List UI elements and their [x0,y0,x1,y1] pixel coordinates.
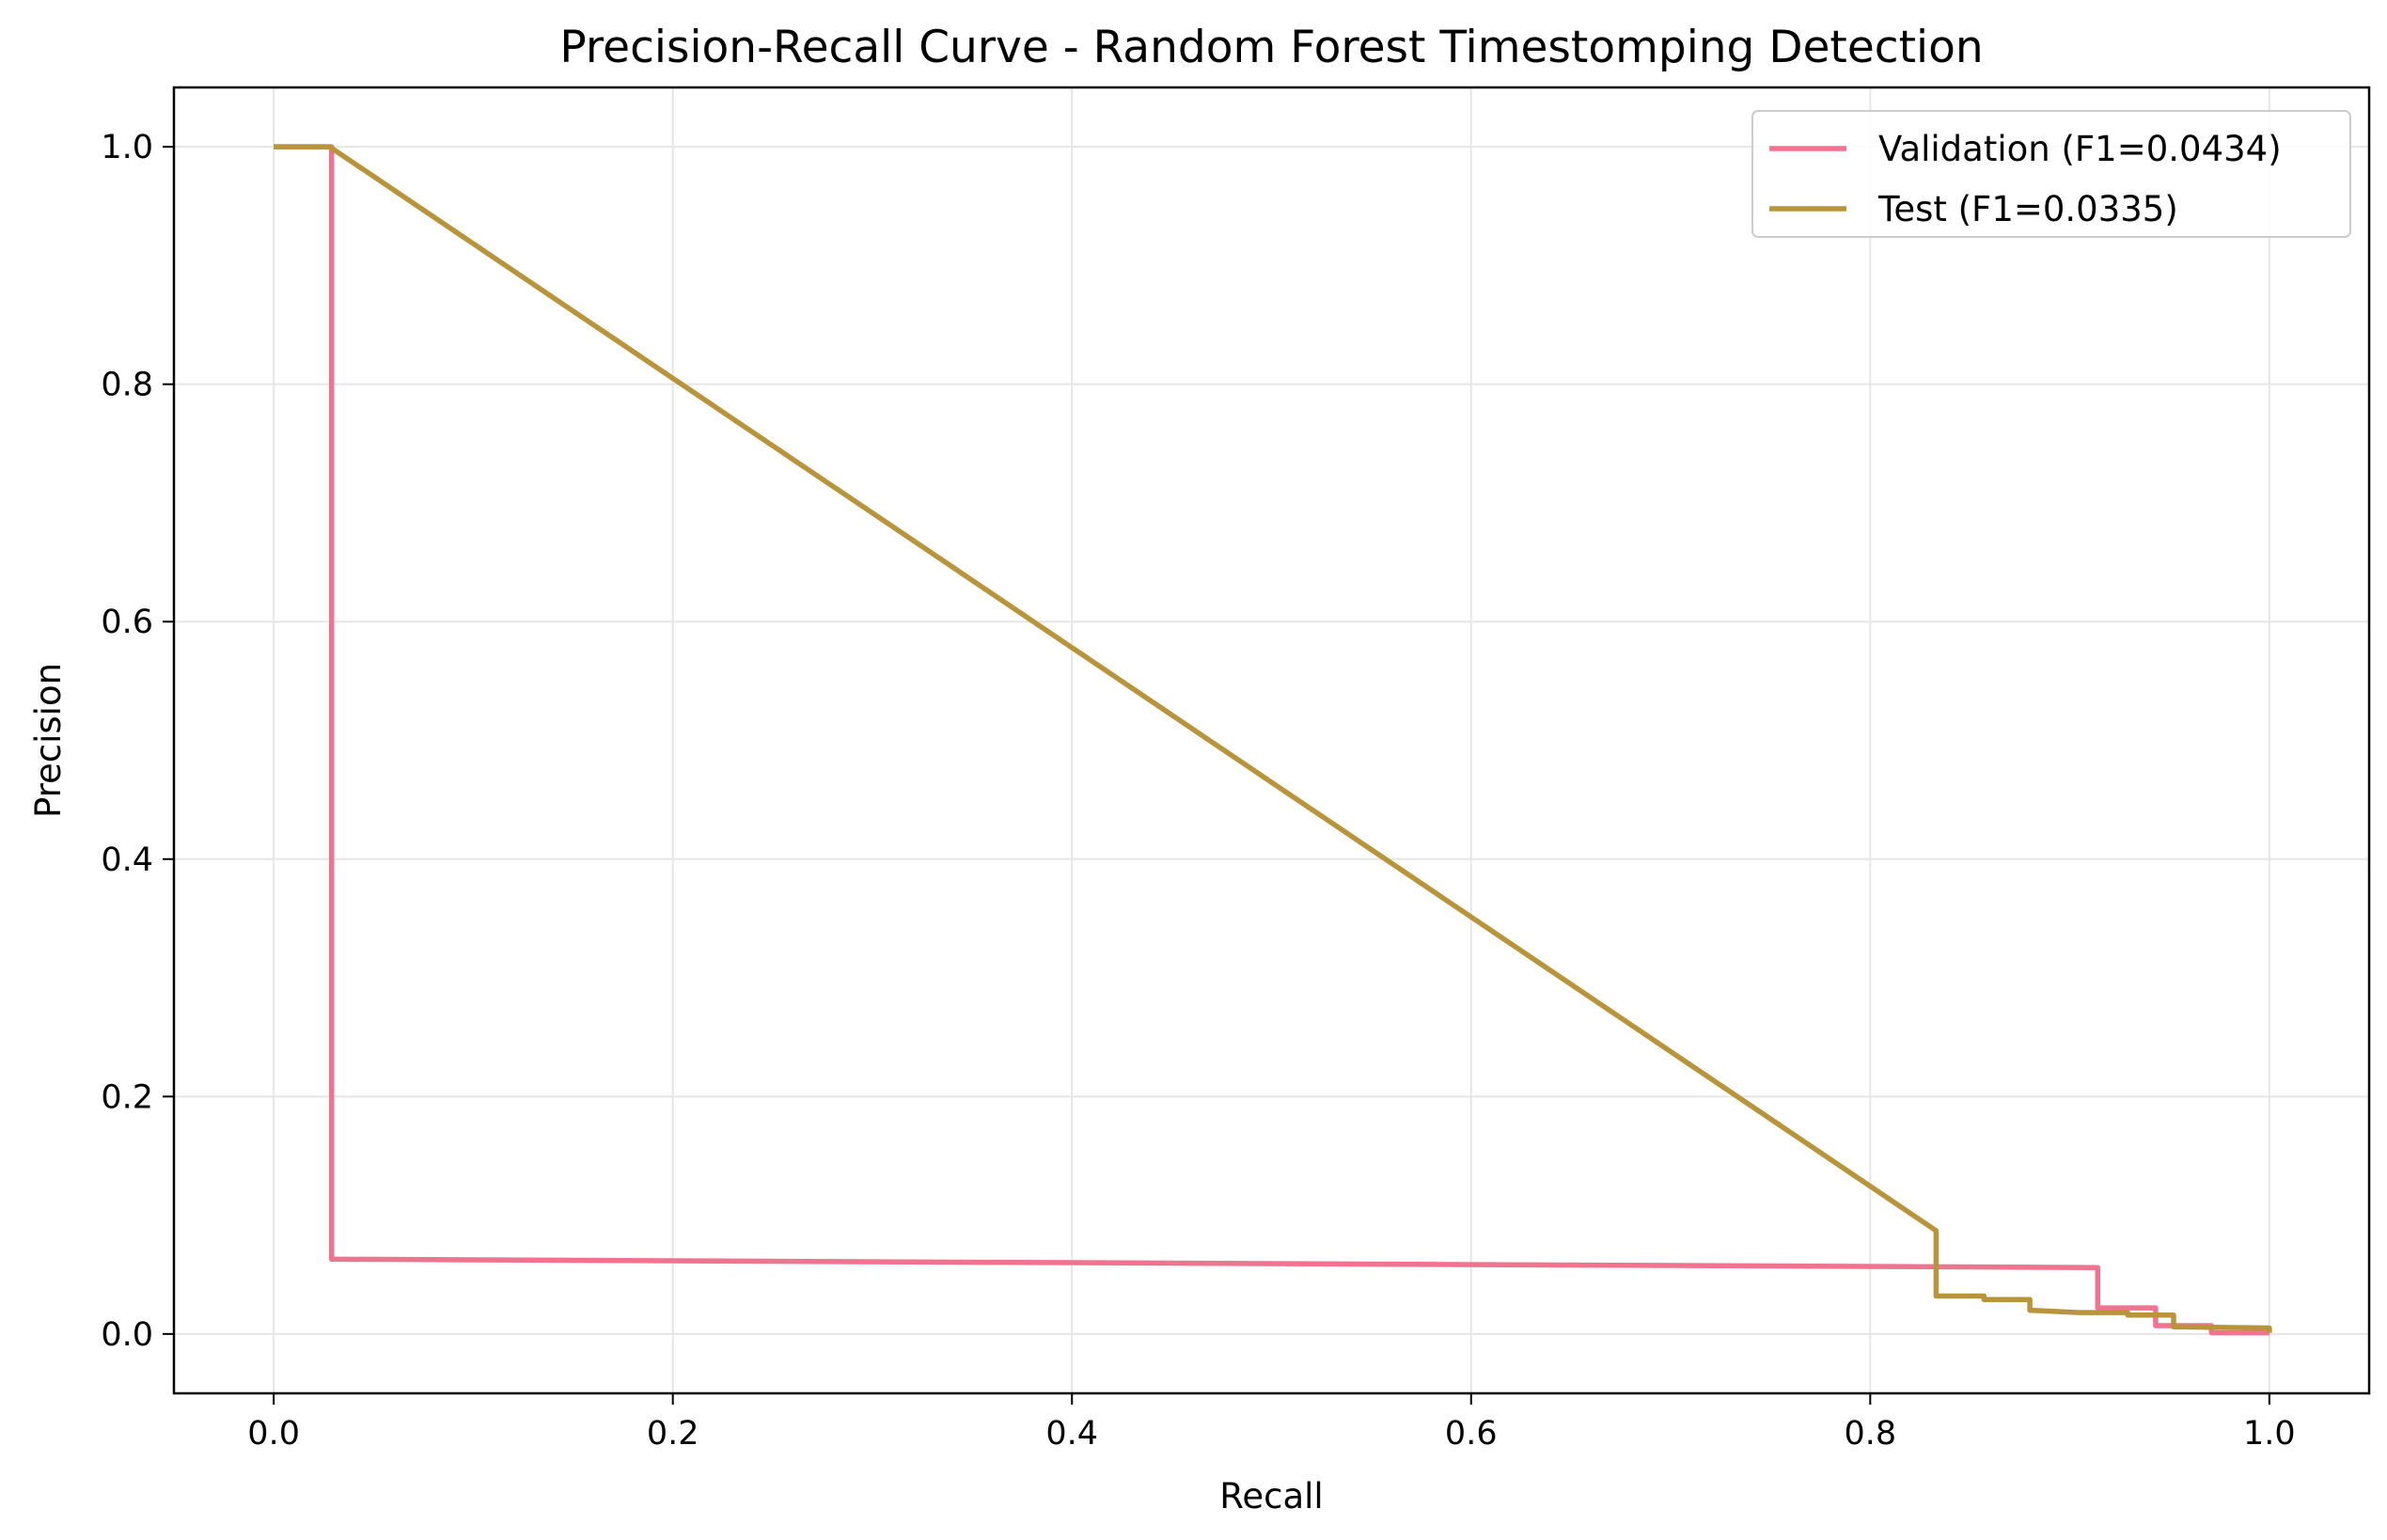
plot-frame [172,86,2371,1395]
x-tick-label: 0.4 [1045,1415,1098,1453]
y-tick-label: 0.6 [101,604,153,641]
y-tick-label: 0.2 [101,1078,153,1116]
y-tick-label: 0.0 [101,1316,153,1354]
legend-entry-label: Test (F1=0.0335) [1877,189,2178,229]
legend: Validation (F1=0.0434) Test (F1=0.0335) [1751,110,2351,238]
series-line-test [274,144,2272,1333]
legend-box [1751,110,2351,238]
x-tick-label: 0.8 [1844,1415,1896,1453]
series-layer [274,144,2272,1336]
grid-layer [174,87,2369,1393]
chart-title: Precision-Recall Curve - Random Forest T… [559,22,1983,73]
x-tick-label: 0.6 [1445,1415,1498,1453]
y-axis-label: Precision [28,663,69,818]
x-tick-label: 1.0 [2243,1415,2296,1453]
x-tick-label: 0.2 [647,1415,699,1453]
x-axis-label: Recall [1219,1476,1323,1516]
legend-entry-label: Validation (F1=0.0434) [1878,129,2282,169]
x-tick-label: 0.0 [247,1415,300,1453]
tick-layer: 0.0 0.2 0.4 0.6 0.8 1.0 0.0 0.2 0.4 0.6 0.8 1.0 [101,129,2295,1453]
y-tick-label: 1.0 [101,129,153,166]
y-tick-label: 0.8 [101,367,153,404]
y-tick-label: 0.4 [101,841,153,879]
